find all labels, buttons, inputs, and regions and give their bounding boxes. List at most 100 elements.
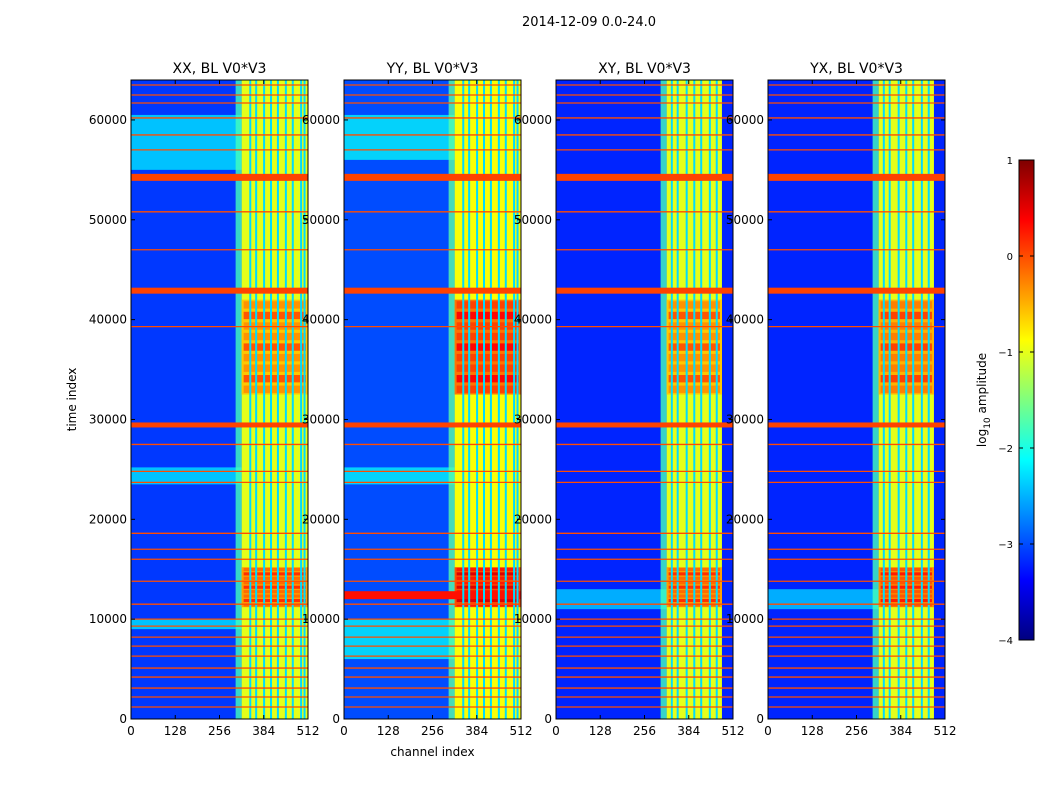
panels: 0 128 256 384 512 0 10000 20000 30000 40000 50000 6… — [65, 61, 956, 759]
light-band — [768, 589, 879, 610]
burst-stripe — [456, 598, 519, 603]
colorbar-tick-label: −3 — [998, 540, 1013, 551]
burst-stripe — [456, 567, 519, 572]
burst-stripe — [456, 353, 519, 362]
x-tick-label: 0 — [127, 724, 135, 738]
burst-stripe — [456, 385, 519, 393]
x-tick-label: 512 — [297, 724, 320, 738]
y-tick-label: 10000 — [89, 612, 127, 626]
panel-title: XY, BL V0*V3 — [598, 61, 691, 77]
panel-title: YX, BL V0*V3 — [809, 61, 903, 77]
burst-stripe — [456, 576, 519, 580]
heatmap-image — [768, 80, 945, 719]
panel-title: YY, BL V0*V3 — [386, 61, 479, 77]
y-axis-label: time index — [65, 368, 79, 432]
y-tick-label: 50000 — [726, 213, 764, 227]
burst-stripe — [243, 576, 306, 580]
burst-stripe — [243, 385, 306, 393]
burst-stripe — [456, 572, 519, 576]
x-tick-label: 512 — [510, 724, 533, 738]
heatmap-image — [344, 80, 521, 719]
burst-stripe — [456, 581, 519, 585]
y-tick-label: 40000 — [514, 313, 552, 327]
light-band — [344, 619, 455, 660]
y-tick-label: 20000 — [726, 512, 764, 526]
y-tick-label: 60000 — [514, 113, 552, 127]
y-tick-label: 0 — [756, 712, 764, 726]
x-tick-label: 512 — [722, 724, 745, 738]
x-tick-label: 0 — [552, 724, 560, 738]
y-tick-label: 10000 — [514, 612, 552, 626]
y-tick-label: 20000 — [89, 512, 127, 526]
y-tick-label: 30000 — [89, 412, 127, 426]
flag-band — [131, 173, 308, 181]
flag-band — [344, 422, 521, 428]
y-tick-label: 20000 — [514, 512, 552, 526]
panel-3: 0 128 256 384 512 0 10000 20000 30000 40000 50000 6… — [514, 61, 745, 738]
flag-band — [131, 422, 308, 428]
flag-band — [344, 173, 521, 181]
y-tick-label: 0 — [119, 712, 127, 726]
colorbar-ticks: 1 0 −1 −2 −3 −4 — [998, 156, 1034, 647]
light-band — [131, 114, 242, 170]
burst-stripe — [243, 590, 306, 594]
burst-stripe — [243, 375, 306, 383]
bright-channel-region — [454, 80, 521, 719]
y-tick-label: 60000 — [302, 113, 340, 127]
colorbar-label: log10 amplitude — [975, 353, 993, 447]
burst-stripe — [456, 364, 519, 372]
colorbar-tick-label: −4 — [998, 636, 1013, 647]
burst-stripe — [243, 364, 306, 372]
flag-band — [556, 287, 733, 294]
burst-stripe — [243, 567, 306, 572]
flag-band — [131, 287, 308, 294]
burst-stripe — [243, 343, 306, 351]
y-tick-label: 60000 — [89, 113, 127, 127]
x-tick-label: 0 — [340, 724, 348, 738]
y-tick-label: 60000 — [726, 113, 764, 127]
x-tick-label: 0 — [764, 724, 772, 738]
burst-stripe — [243, 594, 306, 598]
flag-band — [556, 173, 733, 181]
light-band — [344, 114, 455, 160]
colorbar-tick-label: −1 — [998, 348, 1013, 359]
flag-band — [768, 422, 945, 428]
bright-region-edge — [872, 80, 879, 719]
x-tick-label: 128 — [589, 724, 612, 738]
flag-band — [344, 287, 521, 294]
panel-title: XX, BL V0*V3 — [173, 61, 267, 77]
y-tick-label: 0 — [544, 712, 552, 726]
flag-band — [768, 287, 945, 294]
heatmap-image — [556, 80, 733, 719]
y-tick-label: 20000 — [302, 512, 340, 526]
y-tick-label: 40000 — [89, 313, 127, 327]
light-band — [556, 589, 667, 610]
colorbar-tick-label: −2 — [998, 444, 1013, 455]
y-tick-label: 10000 — [302, 612, 340, 626]
y-tick-label: 50000 — [302, 213, 340, 227]
x-tick-label: 256 — [633, 724, 656, 738]
y-tick-label: 50000 — [89, 213, 127, 227]
burst-stripe — [456, 311, 519, 320]
burst-stripe — [456, 375, 519, 383]
y-tick-label: 40000 — [726, 313, 764, 327]
burst-stripe — [243, 332, 306, 341]
horizontal-streak — [344, 591, 521, 600]
light-band — [131, 619, 242, 630]
x-tick-label: 384 — [465, 724, 488, 738]
burst-stripe — [243, 585, 306, 589]
y-tick-label: 0 — [332, 712, 340, 726]
flag-band — [768, 173, 945, 181]
burst-stripe — [243, 301, 306, 309]
burst-stripe — [456, 332, 519, 341]
colorbar-tick-label: 1 — [1007, 156, 1013, 167]
x-tick-label: 256 — [421, 724, 444, 738]
panel-4: 0 128 256 384 512 0 10000 20000 30000 40000 50000 6… — [726, 61, 957, 738]
burst-stripe — [243, 603, 306, 607]
y-tick-label: 30000 — [514, 412, 552, 426]
heatmap-image — [131, 80, 308, 719]
burst-stripe — [456, 585, 519, 589]
burst-stripe — [243, 353, 306, 362]
burst-stripe — [456, 343, 519, 351]
